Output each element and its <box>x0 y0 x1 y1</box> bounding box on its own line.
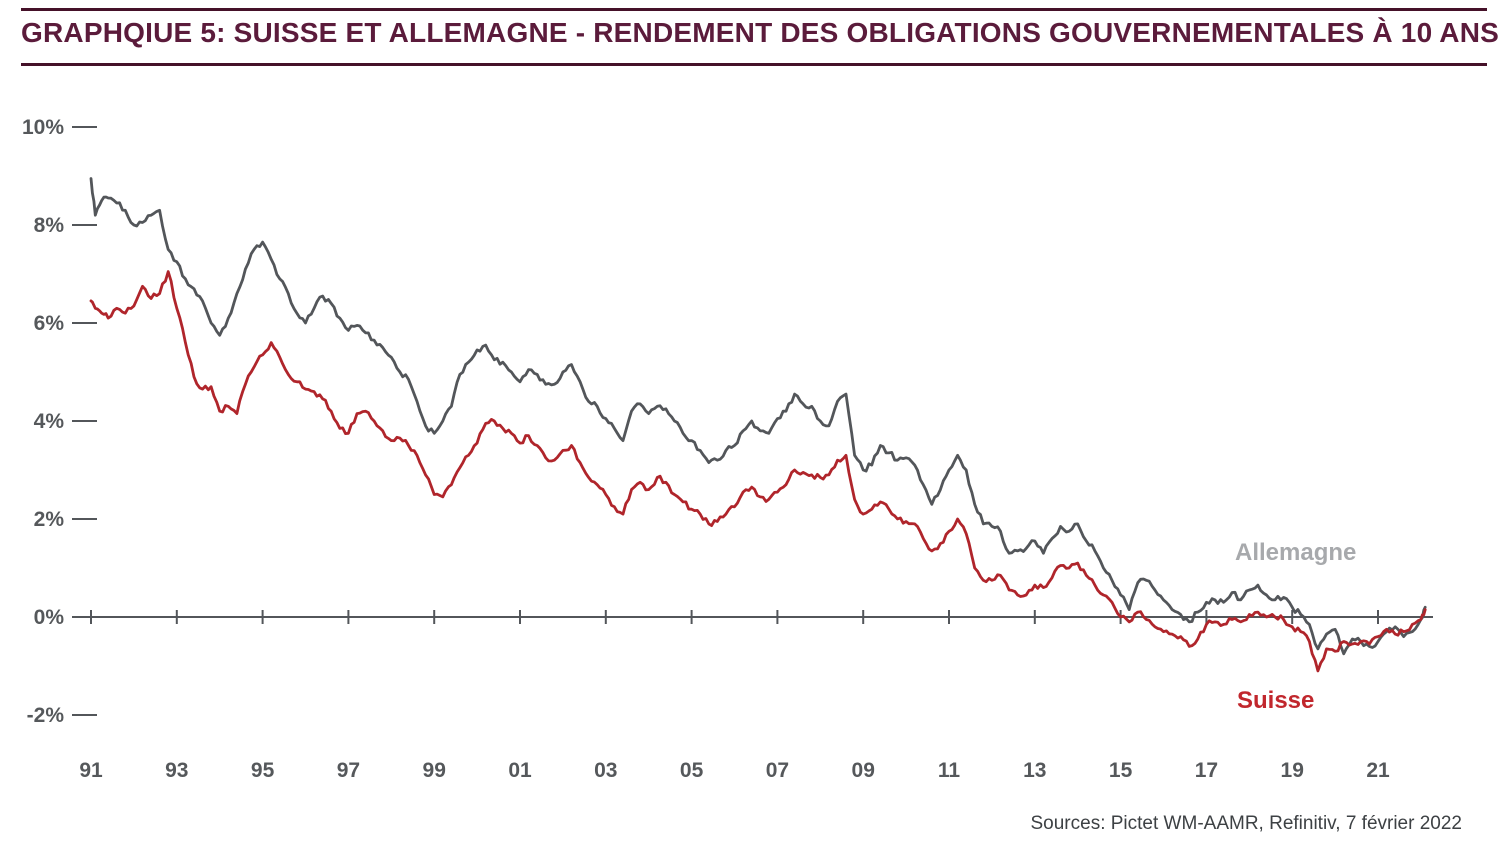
allemagne-series-label: Allemagne <box>1235 539 1356 566</box>
source-note: Sources: Pictet WM-AAMR, Refinitiv, 7 fé… <box>1030 813 1463 834</box>
y-axis-tick-label: 0% <box>34 606 65 629</box>
y-axis-tick-label: 8% <box>34 214 65 237</box>
x-axis-tick-label: 97 <box>337 759 360 782</box>
x-axis-tick-label: 01 <box>508 759 532 782</box>
x-axis-tick-label: 09 <box>852 759 875 782</box>
y-axis-tick-label: 6% <box>34 312 65 335</box>
allemagne-line <box>89 177 1427 656</box>
x-axis-tick-label: 03 <box>594 759 617 782</box>
x-axis-tick-label: 07 <box>766 759 789 782</box>
x-axis-tick-label: 21 <box>1366 759 1390 782</box>
x-axis-tick-label: 17 <box>1195 759 1218 782</box>
y-axis-tick-label: 10% <box>22 116 64 139</box>
suisse-series-label: Suisse <box>1237 687 1314 714</box>
x-axis-tick-label: 99 <box>423 759 446 782</box>
x-axis-tick-label: 11 <box>938 759 961 782</box>
suisse-line <box>89 270 1427 673</box>
y-axis-tick-label: 2% <box>34 508 65 531</box>
x-axis-tick-label: 19 <box>1281 759 1304 782</box>
title-rule-top <box>21 8 1487 11</box>
chart-title: GRAPHQIUE 5: SUISSE ET ALLEMAGNE - RENDE… <box>21 17 1499 48</box>
x-axis-tick-label: 91 <box>79 759 103 782</box>
y-axis-tick-label: 4% <box>34 410 65 433</box>
x-axis-tick-label: 15 <box>1109 759 1133 782</box>
x-axis-tick-label: 93 <box>165 759 188 782</box>
y-axis-tick-label: -2% <box>27 704 65 727</box>
title-rule-bottom <box>21 63 1487 66</box>
x-axis-tick-label: 13 <box>1023 759 1046 782</box>
x-axis-tick-label: 05 <box>680 759 704 782</box>
x-axis-tick-label: 95 <box>251 759 275 782</box>
